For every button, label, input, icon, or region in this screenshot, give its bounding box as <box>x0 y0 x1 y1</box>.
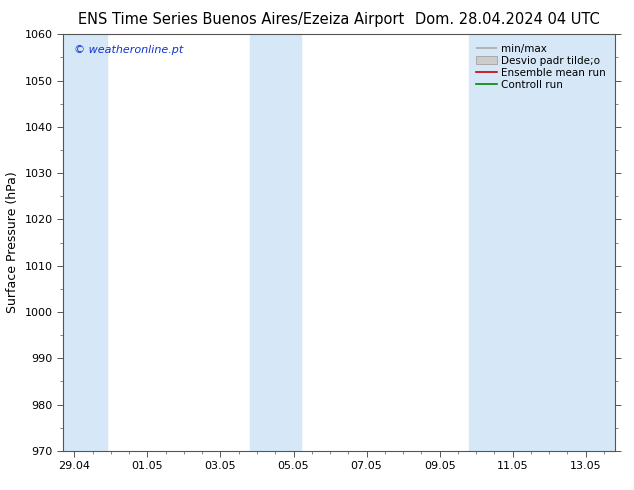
Text: © weatheronline.pt: © weatheronline.pt <box>74 45 184 55</box>
Y-axis label: Surface Pressure (hPa): Surface Pressure (hPa) <box>6 172 19 314</box>
Bar <box>63 34 107 451</box>
Text: ENS Time Series Buenos Aires/Ezeiza Airport: ENS Time Series Buenos Aires/Ezeiza Airp… <box>78 12 404 27</box>
Legend: min/max, Desvio padr tilde;o, Ensemble mean run, Controll run: min/max, Desvio padr tilde;o, Ensemble m… <box>472 40 610 94</box>
Bar <box>250 34 301 451</box>
Bar <box>469 34 615 451</box>
Text: Dom. 28.04.2024 04 UTC: Dom. 28.04.2024 04 UTC <box>415 12 600 27</box>
